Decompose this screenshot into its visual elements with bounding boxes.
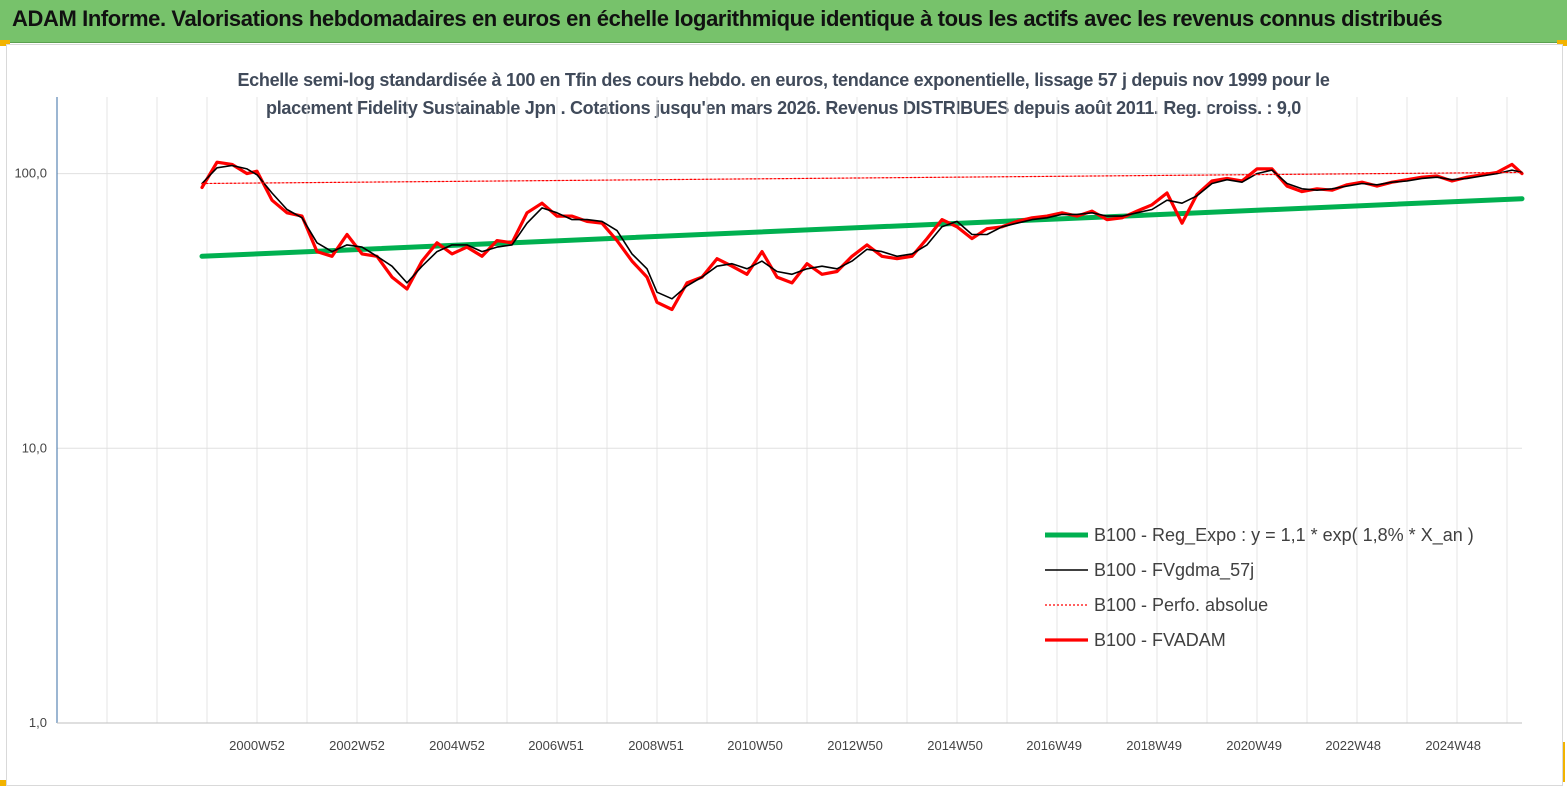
x-tick-label: 2000W52 bbox=[229, 738, 285, 753]
x-tick-label: 2004W52 bbox=[429, 738, 485, 753]
x-tick-label: 2020W49 bbox=[1226, 738, 1282, 753]
series-line-thick-red bbox=[200, 160, 1524, 312]
y-tick-label: 100,0 bbox=[14, 166, 47, 181]
y-tick-label: 1,0 bbox=[29, 715, 47, 730]
x-tick-label: 2018W49 bbox=[1126, 738, 1182, 753]
x-tick-label: 2002W52 bbox=[329, 738, 385, 753]
series-line-thick-green bbox=[199, 196, 1525, 259]
series-line-thin-black bbox=[201, 164, 1523, 300]
chart-title-line-1: Echelle semi-log standardisée à 100 en T… bbox=[237, 70, 1330, 90]
x-tick-label: 2022W48 bbox=[1325, 738, 1381, 753]
chart-title: Echelle semi-log standardisée à 100 en T… bbox=[0, 66, 1567, 122]
legend-label: B100 - Perfo. absolue bbox=[1094, 595, 1268, 615]
legend-label: B100 - FVADAM bbox=[1094, 630, 1226, 650]
page-title: ADAM Informe. Valorisations hebdomadaire… bbox=[12, 6, 1443, 31]
corner-marker bbox=[1557, 40, 1567, 46]
corner-marker bbox=[0, 40, 10, 46]
chart-title-line-2: placement Fidelity Sustainable Jpn . Cot… bbox=[266, 98, 1301, 118]
corner-marker bbox=[0, 780, 10, 786]
axes: 1,0 10,0 100,0 2000W52 2002W52 2004W52 2006W51… bbox=[14, 97, 1522, 753]
y-tick-label: 10,0 bbox=[22, 440, 47, 455]
legend-label: B100 - Reg_Expo : y = 1,1 * exp( 1,8% * … bbox=[1094, 525, 1474, 546]
x-tick-label: 2008W51 bbox=[628, 738, 684, 753]
series-group bbox=[199, 160, 1525, 312]
header-banner: ADAM Informe. Valorisations hebdomadaire… bbox=[0, 0, 1567, 43]
chart-area bbox=[6, 44, 1563, 786]
x-tick-label: 2014W50 bbox=[927, 738, 983, 753]
x-tick-label: 2010W50 bbox=[727, 738, 783, 753]
x-tick-label: 2012W50 bbox=[827, 738, 883, 753]
x-tick-label: 2006W51 bbox=[528, 738, 584, 753]
x-tick-label: 2016W49 bbox=[1026, 738, 1082, 753]
legend: B100 - Reg_Expo : y = 1,1 * exp( 1,8% * … bbox=[1045, 525, 1474, 650]
legend-label: B100 - FVgdma_57j bbox=[1094, 560, 1254, 581]
x-tick-label: 2024W48 bbox=[1425, 738, 1481, 753]
series-line-dotted-red bbox=[201, 171, 1523, 185]
